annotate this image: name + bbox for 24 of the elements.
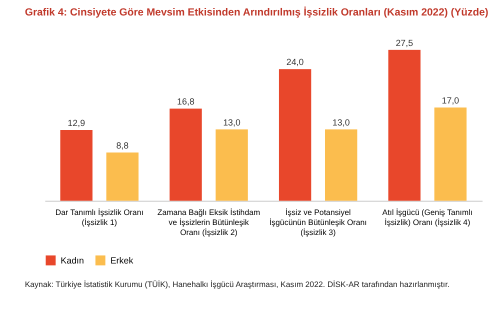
text: Kaynak: Türkiye İstatistik Kurumu (TÜİK), Hanehalkı İşgücü Araştırması, Kasım 2022. DİSK-AR tarafından hazırlanmıştır. xyxy=(24,280,450,290)
data-label: 27,5 xyxy=(396,38,414,48)
x-tick-label: Atıl İşgücü (Geniş Tanımlı İşsizlik) Oranı (İşsizlik 4) xyxy=(382,208,473,228)
bar xyxy=(388,50,421,201)
chart-title: Grafik 4: Cinsiyete Göre Mevsim Etkisinden Arındırılmış İşsizlik Oranları (Kasım 2022) (Yüzde) xyxy=(24,6,488,18)
data-label: 24,0 xyxy=(286,57,304,68)
data-label: 12,9 xyxy=(68,118,86,128)
bar xyxy=(60,130,92,201)
x-tick-label: Dar Tanımlı İşsizlik Oranı (İşsizlik 1) xyxy=(55,208,144,228)
x-tick-label: İşsiz ve Potansiyel İşgücünün Bütünleşik Oranı (İşsizlik 3) xyxy=(269,208,367,238)
data-label: 13,0 xyxy=(223,117,240,128)
bar xyxy=(278,69,312,201)
legend-label: Kadın xyxy=(60,255,84,266)
data-label: 13,0 xyxy=(332,117,350,128)
bar xyxy=(170,108,202,201)
data-label: 8,8 xyxy=(116,140,129,150)
bar xyxy=(324,129,358,201)
x-tick-label: Zamana Bağlı Eksik İstihdam ve İşsizlerin Bütünleşik Oranı (İşsizlik 2) xyxy=(157,208,261,238)
legend-label: Erkek xyxy=(110,255,134,266)
data-label: 17,0 xyxy=(442,96,460,106)
bar xyxy=(434,107,467,201)
data-label: 16,8 xyxy=(177,96,194,107)
bar xyxy=(106,152,139,201)
bar xyxy=(216,129,248,201)
